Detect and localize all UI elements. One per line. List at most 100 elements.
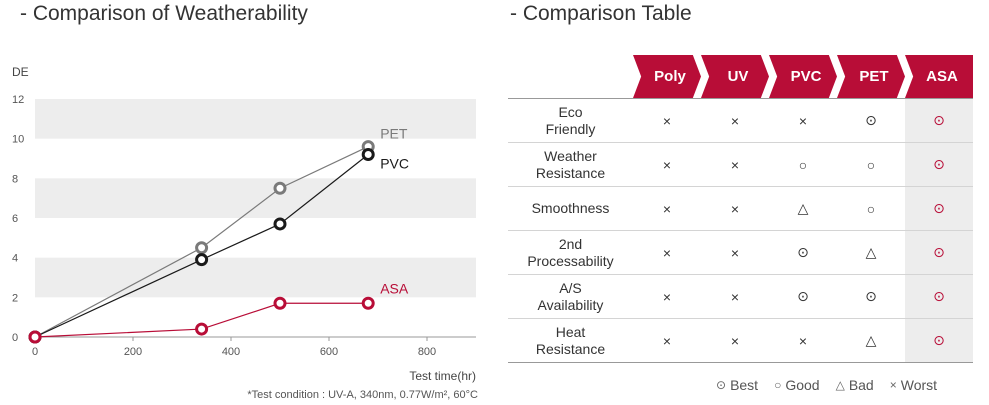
rating-symbol: × [662, 156, 672, 173]
rating-symbol: △ [865, 332, 877, 348]
rating-cell-poly: × [633, 98, 701, 143]
table-title: - Comparison Table [510, 2, 692, 25]
rating-symbol: △ [865, 244, 877, 260]
series-label-asa: ASA [380, 280, 409, 296]
column-header-poly: Poly [633, 55, 701, 99]
rating-symbol: ⊙ [865, 288, 877, 304]
column-header-label: PVC [790, 68, 822, 85]
row-label: 2nd Processability [508, 230, 633, 275]
rating-cell-pvc: △ [769, 186, 837, 231]
rating-cell-uv: × [701, 142, 769, 187]
rating-symbol: × [662, 200, 672, 217]
rating-symbol: × [798, 112, 808, 129]
row-label: Eco Friendly [508, 98, 633, 143]
rating-symbol: × [662, 288, 672, 305]
rating-cell-asa: ⊙ [905, 186, 973, 231]
rating-cell-uv: × [701, 98, 769, 143]
table-row: Weather Resistance × × ○ ○ ⊙ [508, 142, 973, 187]
y-tick-label: 4 [12, 253, 18, 265]
row-label-line: Smoothness [531, 200, 610, 216]
legend-symbol: × [889, 378, 897, 392]
data-point-pet [195, 241, 209, 255]
column-header-pet: PET [837, 55, 905, 99]
column-header-arrow: PVC [769, 55, 837, 98]
rating-symbol: × [662, 112, 672, 129]
rating-cell-pet: ○ [837, 142, 905, 187]
grid-band [35, 99, 476, 139]
rating-symbol: ○ [798, 156, 808, 173]
rating-symbol: × [730, 112, 740, 129]
rating-symbol: ⊙ [797, 288, 809, 304]
rating-symbol: △ [797, 200, 809, 216]
series-label-pet: PET [380, 126, 408, 142]
rating-symbol: ⊙ [933, 200, 945, 216]
column-header-label: UV [727, 68, 749, 85]
column-header-asa: ASA [905, 55, 973, 99]
rating-cell-poly: × [633, 186, 701, 231]
row-label: Smoothness [508, 186, 633, 231]
rating-cell-pvc: ⊙ [769, 274, 837, 319]
rating-cell-pet: △ [837, 318, 905, 363]
legend-symbol: ⊙ [716, 378, 727, 392]
rating-symbol: ⊙ [933, 288, 945, 304]
y-tick-label: 8 [12, 173, 18, 185]
data-point-pvc [361, 148, 375, 162]
table-row: Heat Resistance × × × △ ⊙ [508, 318, 973, 363]
rating-symbol: ⊙ [933, 332, 945, 348]
legend-symbol: ○ [774, 378, 782, 392]
rating-cell-pet: ⊙ [837, 98, 905, 143]
legend-item-worst: × Worst [890, 377, 937, 393]
row-label-line: Heat [555, 323, 586, 340]
chart-axes: DE 0 2 4 6 8 10 12 0 200 400 600 800 Test time(hr) [12, 65, 476, 383]
series-label-pvc: PVC [380, 156, 409, 172]
row-label-line: Resistance [535, 164, 606, 181]
rating-cell-pvc: × [769, 98, 837, 143]
legend-label: Worst [900, 377, 938, 393]
data-point-pet [273, 181, 287, 195]
rating-cell-poly: × [633, 142, 701, 187]
rating-cell-uv: × [701, 186, 769, 231]
column-header-label: Poly [654, 68, 686, 85]
data-point-asa [195, 322, 209, 336]
rating-symbol: × [730, 200, 740, 217]
column-header-arrow: PET [837, 55, 905, 98]
row-label-line: Eco [558, 103, 583, 120]
legend-symbol: △ [835, 378, 845, 392]
row-label-line: Processability [527, 252, 614, 269]
column-header-arrow: ASA [905, 55, 973, 98]
data-point-pvc [273, 217, 287, 231]
series-line-pvc [34, 154, 369, 338]
chart-series: PET PVC ASA [28, 126, 409, 344]
test-condition-footnote: *Test condition : UV-A, 340nm, 0.77W/m²,… [247, 389, 478, 401]
x-tick-label: 800 [418, 346, 436, 358]
chart-title: - Comparison of Weatherability [20, 2, 308, 25]
rating-symbol: ⊙ [933, 112, 945, 128]
y-axis-label: DE [12, 65, 29, 79]
rating-symbol: × [798, 332, 808, 349]
legend-item-bad: △ Bad [836, 377, 874, 393]
x-tick-label: 600 [320, 346, 338, 358]
legend-label: Good [785, 377, 820, 393]
row-label: Weather Resistance [508, 142, 633, 187]
y-tick-label: 10 [12, 134, 24, 146]
rating-symbol: × [662, 332, 672, 349]
table-row: A/S Availability × × ⊙ ⊙ ⊙ [508, 274, 973, 319]
x-tick-label: 400 [222, 346, 240, 358]
x-tick-label: 0 [32, 346, 38, 358]
rating-cell-asa: ⊙ [905, 142, 973, 187]
rating-symbol: × [730, 156, 740, 173]
rating-cell-pet: ○ [837, 186, 905, 231]
row-label-line: Friendly [545, 120, 596, 137]
rating-cell-pet: ⊙ [837, 274, 905, 319]
rating-cell-pvc: ○ [769, 142, 837, 187]
column-header-arrow: Poly [633, 55, 701, 98]
rating-symbol: × [662, 244, 672, 261]
column-header-arrow: UV [701, 55, 769, 98]
rating-cell-uv: × [701, 318, 769, 363]
rating-cell-poly: × [633, 230, 701, 275]
grid-bands [35, 99, 476, 298]
row-label: Heat Resistance [508, 318, 633, 363]
legend-label: Bad [848, 377, 874, 393]
data-point-asa [273, 296, 287, 310]
rating-cell-poly: × [633, 274, 701, 319]
